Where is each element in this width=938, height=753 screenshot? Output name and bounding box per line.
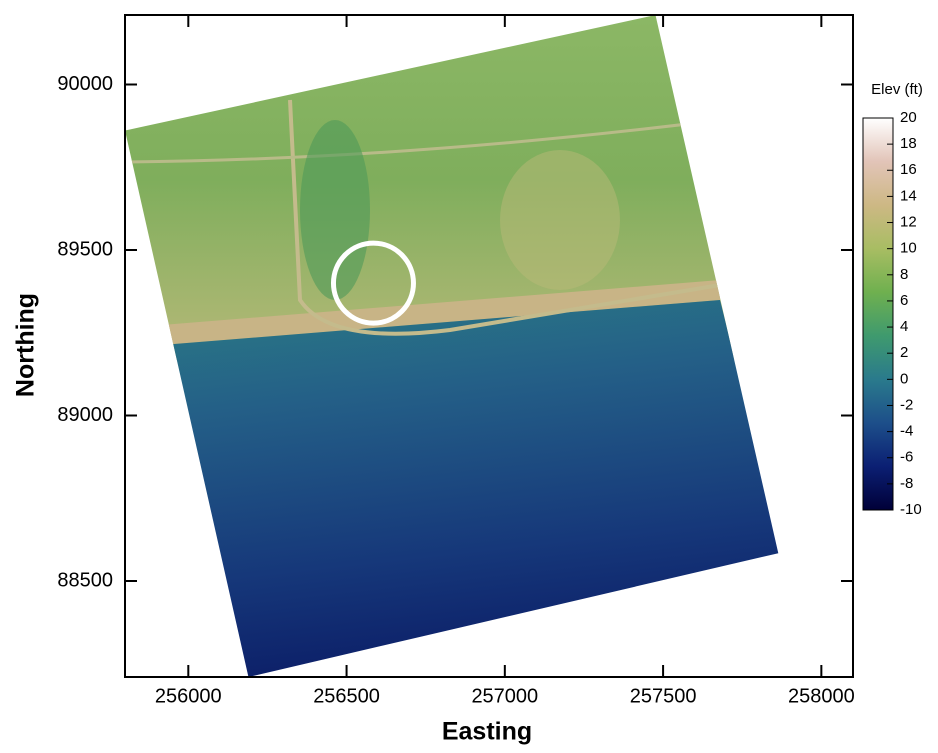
y-tick-label: 89500 <box>57 238 113 260</box>
x-tick-label: 257500 <box>630 685 697 707</box>
colorbar-tick-label: 4 <box>900 318 908 335</box>
x-axis-label: Easting <box>442 718 532 746</box>
colorbar-tick-label: -10 <box>900 501 922 518</box>
colorbar-tick-label: -8 <box>900 475 913 492</box>
colorbar-tick-label: 16 <box>900 161 917 178</box>
colorbar <box>863 118 893 510</box>
raster-field <box>100 0 820 700</box>
colorbar-tick-label: 18 <box>900 135 917 152</box>
y-axis-label: Northing <box>12 293 40 397</box>
colorbar-tick-label: 6 <box>900 292 908 309</box>
colorbar-tick-label: 20 <box>900 109 917 126</box>
y-tick-label: 89000 <box>57 404 113 426</box>
y-tick-label: 90000 <box>57 73 113 95</box>
x-tick-label: 257000 <box>471 685 538 707</box>
colorbar-tick-label: 0 <box>900 370 908 387</box>
x-tick-label: 256500 <box>313 685 380 707</box>
colorbar-tick-label: -6 <box>900 449 913 466</box>
colorbar-tick-label: 2 <box>900 344 908 361</box>
sea <box>100 300 820 700</box>
x-tick-label: 256000 <box>155 685 222 707</box>
y-tick-label: 88500 <box>57 569 113 591</box>
colorbar-title: Elev (ft) <box>871 81 923 98</box>
x-tick-label: 258000 <box>788 685 855 707</box>
chart: Easting Northing Elev (ft) 256000 256500 2… <box>0 0 938 748</box>
colorbar-tick-label: 10 <box>900 240 917 257</box>
colorbar-tick-label: 14 <box>900 187 917 204</box>
colorbar-tick-label: 8 <box>900 266 908 283</box>
colorbar-tick-label: -2 <box>900 396 913 413</box>
colorbar-tick-label: 12 <box>900 214 917 231</box>
colorbar-tick-label: -4 <box>900 423 913 440</box>
light-patch <box>500 150 620 290</box>
